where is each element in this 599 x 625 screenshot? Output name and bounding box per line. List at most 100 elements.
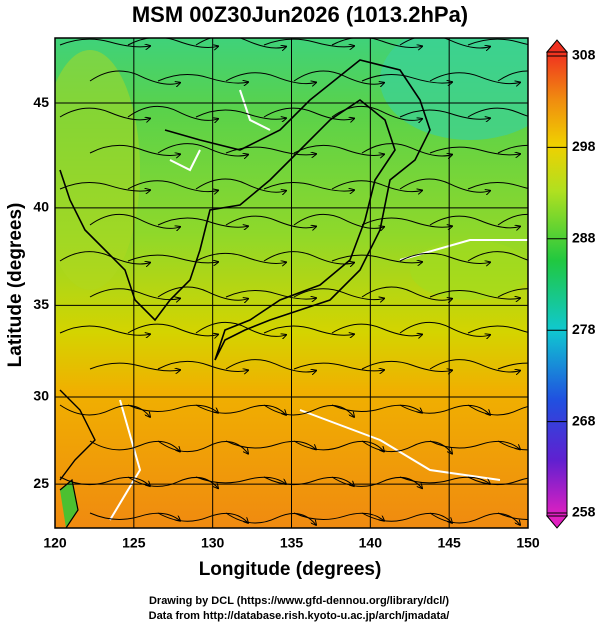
streamline — [293, 512, 384, 521]
colorbar-tick-label: 278 — [572, 321, 596, 337]
colorbar-max-arrow — [545, 39, 569, 53]
streamline — [399, 109, 490, 119]
streamline — [195, 321, 286, 336]
map-frame — [54, 37, 529, 529]
streamline — [157, 286, 248, 300]
colorbar-min-arrow — [545, 515, 569, 529]
streamline — [361, 512, 452, 523]
streamline — [497, 288, 528, 298]
y-tick-label: 45 — [33, 94, 49, 110]
streamline — [497, 144, 528, 154]
streamline — [225, 440, 316, 449]
streamline — [399, 476, 490, 484]
streamline — [497, 512, 528, 520]
streamline — [331, 105, 422, 120]
streamline — [157, 74, 248, 84]
streamline — [263, 251, 354, 264]
x-tick-label: 150 — [516, 535, 540, 551]
streamline — [59, 182, 150, 192]
streamline — [195, 404, 286, 415]
streamline — [467, 404, 528, 416]
streamline — [467, 182, 528, 190]
streamline — [361, 74, 452, 84]
streamline — [225, 146, 316, 155]
x-tick-label: 135 — [280, 535, 304, 551]
streamline — [361, 143, 452, 156]
streamline — [225, 290, 316, 300]
streamline — [399, 178, 490, 192]
streamline — [89, 144, 180, 155]
title: MSM 00Z30Jun2026 (1013.2hPa) — [132, 2, 468, 27]
streamline — [157, 440, 248, 454]
streamline — [59, 404, 150, 417]
streamline — [293, 70, 384, 84]
map-field — [55, 38, 528, 528]
streamline — [59, 325, 150, 335]
streamline — [195, 109, 286, 119]
streamline — [293, 440, 384, 452]
x-tick-label: 125 — [122, 535, 146, 551]
streamline — [89, 288, 180, 300]
streamline — [429, 512, 520, 525]
streamline — [467, 476, 528, 486]
streamline — [361, 217, 452, 227]
credit: Drawing by DCL (https://www.gfd-dennou.o… — [149, 595, 449, 607]
streamline — [429, 146, 520, 155]
y-tick-label: 35 — [33, 296, 49, 312]
streamline — [293, 144, 384, 155]
y-tick-label: 40 — [33, 199, 49, 215]
streamline — [497, 213, 528, 226]
y-axis-label: Latitude (degrees) — [5, 203, 26, 368]
colorbar-tick-label: 308 — [572, 47, 596, 63]
streamline — [399, 252, 490, 263]
colorbar-tick-label: 288 — [572, 230, 596, 246]
streamline — [293, 213, 384, 228]
streamline — [361, 440, 452, 454]
streamline — [127, 323, 218, 336]
streamline — [331, 38, 422, 47]
y-tick-label: 25 — [33, 475, 49, 491]
streamline — [467, 38, 528, 46]
colorbar-tick-label: 268 — [572, 412, 596, 428]
streamline — [263, 182, 354, 192]
streamline — [331, 180, 422, 192]
streamline — [467, 325, 528, 334]
streamline — [89, 512, 180, 521]
streamline — [157, 360, 248, 371]
streamline — [225, 359, 316, 372]
streamline — [225, 512, 316, 525]
streamline — [157, 217, 248, 227]
x-tick-label: 120 — [43, 535, 67, 551]
streamline — [399, 404, 490, 415]
streamline — [361, 286, 452, 300]
streamline — [195, 476, 286, 484]
streamline — [127, 254, 218, 263]
x-tick-label: 130 — [201, 535, 225, 551]
streamline — [127, 105, 218, 120]
x-tick-label: 145 — [437, 535, 461, 551]
streamline — [263, 107, 354, 120]
streamline — [429, 72, 520, 84]
streamline — [429, 440, 520, 449]
streamline — [467, 251, 528, 262]
streamline — [497, 440, 528, 451]
y-tick-label: 30 — [33, 388, 49, 404]
streamline — [399, 321, 490, 336]
streamline — [263, 476, 354, 486]
streamline — [195, 178, 286, 192]
streamline — [225, 215, 316, 228]
credit: Data from http://database.rish.kyoto-u.a… — [149, 610, 450, 622]
streamline — [331, 254, 422, 263]
streamline — [127, 404, 218, 413]
streamline — [59, 107, 150, 120]
colorbar-tick-label: 258 — [572, 504, 596, 520]
streamline — [157, 143, 248, 156]
streamline — [59, 38, 150, 47]
streamline — [331, 404, 422, 413]
x-axis-label: Longitude (degrees) — [199, 559, 382, 580]
streamline — [157, 512, 248, 523]
streamline — [497, 362, 528, 370]
streamline — [361, 360, 452, 371]
streamline — [89, 213, 180, 228]
